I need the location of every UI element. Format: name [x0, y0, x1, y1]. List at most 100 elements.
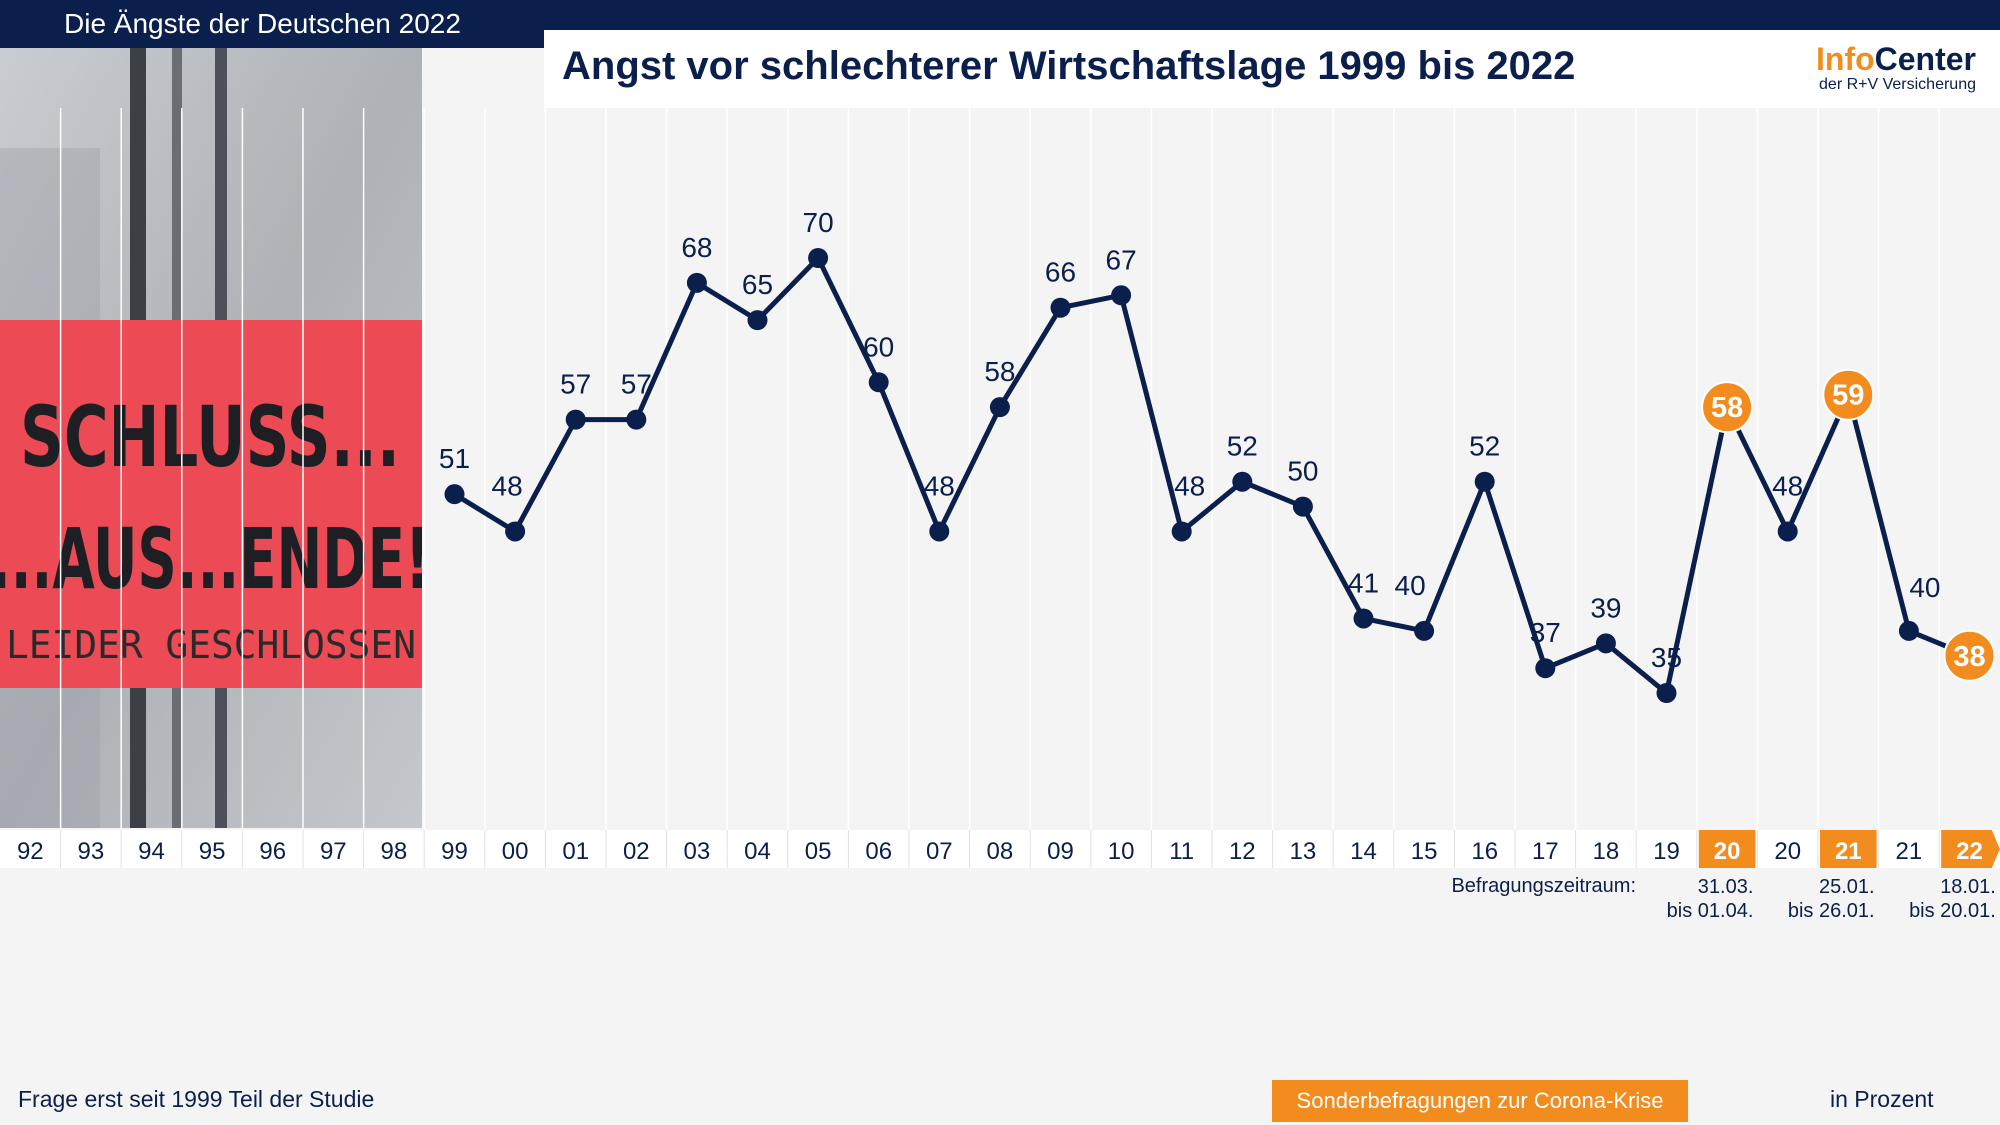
infocenter-logo: InfoCenter der R+V Versicherung	[1816, 41, 1976, 93]
data-label: 48	[492, 470, 523, 501]
category-label: 04	[744, 838, 771, 865]
corona-special-surveys-note: Sonderbefragungen zur Corona-Krise	[1272, 1080, 1688, 1122]
data-label: 38	[1953, 641, 1985, 673]
category-label: 14	[1350, 838, 1377, 865]
data-point	[1535, 658, 1556, 679]
data-label: 59	[1832, 380, 1864, 412]
category-label: 15	[1411, 838, 1438, 865]
category-label: 94	[138, 838, 165, 865]
data-label: 57	[560, 369, 591, 400]
category-label: 16	[1471, 838, 1498, 865]
data-label: 50	[1287, 456, 1318, 487]
data-label: 37	[1530, 617, 1561, 648]
data-point	[505, 521, 526, 542]
category-label: 07	[926, 838, 953, 865]
category-label: 20	[1714, 838, 1741, 865]
data-point	[868, 372, 889, 393]
data-label: 35	[1651, 642, 1682, 673]
category-label: 01	[562, 838, 589, 865]
data-point	[808, 248, 829, 268]
data-point	[626, 409, 647, 430]
data-point-highlight	[1822, 368, 1875, 421]
data-label: 57	[621, 369, 652, 400]
category-highlight	[1941, 830, 2000, 868]
category-highlight	[1698, 830, 1756, 868]
category-label: 97	[320, 838, 347, 865]
data-label: 48	[1174, 470, 1205, 501]
survey-period: 31.03. bis 01.04.	[1666, 876, 1754, 922]
series-tag: Die Ängste der Deutschen 2022	[0, 0, 544, 48]
data-point	[1777, 521, 1798, 542]
category-label: 00	[502, 838, 529, 865]
category-label: 92	[17, 838, 44, 865]
unit-note: in Prozent	[1830, 1086, 1934, 1112]
data-point	[686, 272, 707, 293]
category-label: 21	[1835, 838, 1862, 865]
category-label: 09	[1047, 838, 1074, 865]
data-label: 48	[924, 470, 955, 501]
category-label: 11	[1169, 838, 1194, 865]
data-point	[989, 397, 1010, 418]
category-label: 19	[1653, 838, 1680, 865]
category-label: 18	[1593, 838, 1620, 865]
chart-title: Angst vor schlechterer Wirtschaftslage 1…	[562, 44, 1576, 88]
category-label: 10	[1108, 838, 1135, 865]
data-label: 40	[1909, 572, 1940, 603]
data-point	[1171, 521, 1192, 542]
data-point	[1111, 285, 1132, 306]
category-label: 98	[381, 838, 408, 865]
category-label: 93	[78, 838, 105, 865]
data-label: 68	[681, 232, 712, 263]
title-box: Angst vor schlechterer Wirtschaftslage 1…	[544, 30, 2000, 108]
data-label: 39	[1590, 592, 1621, 623]
data-point	[1656, 683, 1677, 704]
data-point-highlight	[1701, 381, 1754, 434]
data-point	[1595, 633, 1616, 654]
category-label: 08	[987, 838, 1014, 865]
data-label: 66	[1045, 257, 1076, 288]
data-label: 60	[863, 331, 894, 362]
data-label: 58	[1711, 392, 1743, 424]
category-label: 95	[199, 838, 226, 865]
data-point	[444, 484, 465, 505]
category-label: 96	[259, 838, 286, 865]
data-label: 40	[1395, 570, 1426, 601]
category-highlight	[1820, 830, 1877, 868]
category-label: 22	[1956, 838, 1983, 865]
data-label: 52	[1227, 431, 1258, 462]
category-label: 05	[805, 838, 832, 865]
data-point	[1414, 620, 1435, 641]
data-label: 65	[742, 269, 773, 300]
survey-period-label: Befragungszeitraum:	[1451, 875, 1636, 897]
data-label: 52	[1469, 431, 1500, 462]
sign-line-3: LEIDER GESCHLOSSEN	[6, 623, 416, 667]
category-label: 13	[1290, 838, 1317, 865]
category-label: 06	[865, 838, 892, 865]
category-label: 03	[684, 838, 711, 865]
survey-period: 25.01. bis 26.01.	[1787, 876, 1875, 922]
category-label: 12	[1229, 838, 1256, 865]
data-label: 70	[803, 207, 834, 238]
sign-line-2: ...AUS...ENDE!	[0, 510, 422, 608]
category-label: 21	[1896, 838, 1923, 865]
data-point	[565, 409, 586, 430]
category-label: 02	[623, 838, 650, 865]
data-point	[1353, 608, 1374, 629]
data-point	[1292, 496, 1313, 517]
footnote: Frage erst seit 1999 Teil der Studie	[18, 1086, 375, 1112]
data-point	[1232, 471, 1253, 492]
series-line	[453, 255, 1971, 696]
data-point	[929, 521, 950, 542]
data-label: 48	[1772, 470, 1803, 501]
data-point	[1474, 471, 1495, 492]
data-label: 51	[439, 443, 470, 474]
category-label: 17	[1532, 838, 1559, 865]
category-axis	[0, 830, 2000, 868]
category-label: 20	[1774, 838, 1801, 865]
data-point	[747, 310, 768, 331]
closed-sign-photo: SCHLUSS... ...AUS...ENDE! LEIDER GESCHLO…	[0, 48, 422, 828]
data-label: 41	[1348, 567, 1379, 598]
data-label: 58	[984, 356, 1015, 387]
data-point-highlight	[1943, 629, 1996, 682]
